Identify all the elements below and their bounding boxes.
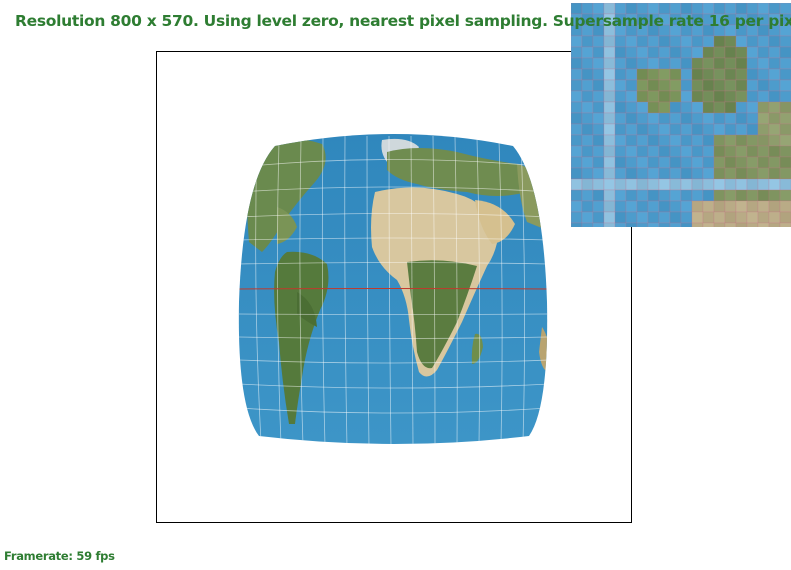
world-map [238,134,548,444]
status-line: Resolution 800 x 570. Using level zero, … [15,12,791,30]
framerate-label: Framerate: 59 fps [4,549,115,563]
zoom-inset [571,3,791,227]
render-canvas[interactable] [156,51,632,523]
magnified-pixels [571,3,791,227]
